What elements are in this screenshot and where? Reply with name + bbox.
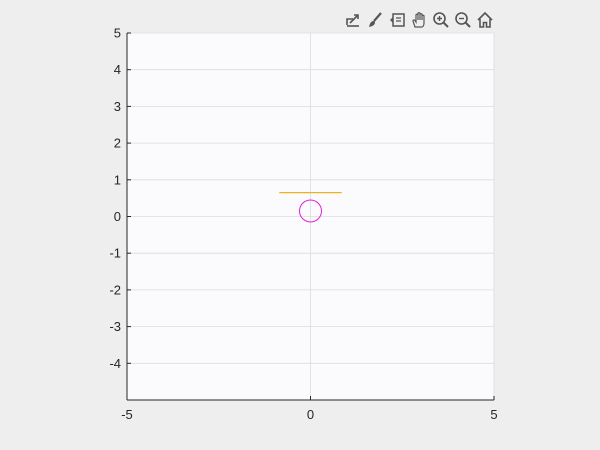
pan-icon	[412, 12, 425, 28]
data-tips-icon	[390, 13, 405, 27]
y-tick-label: 2	[114, 136, 121, 151]
y-tick-label: 3	[114, 99, 121, 114]
y-tick-label: -4	[109, 356, 121, 371]
brush-icon	[369, 12, 382, 27]
x-tick-label: -5	[121, 407, 133, 422]
y-tick-label: 5	[114, 26, 121, 41]
export-icon	[346, 14, 359, 27]
home-button[interactable]	[476, 10, 494, 30]
data-tips-button[interactable]	[388, 10, 406, 30]
y-tick-label: 1	[114, 172, 121, 187]
brush-button[interactable]	[366, 10, 384, 30]
pan-button[interactable]	[410, 10, 428, 30]
zoom-out-icon	[455, 12, 471, 28]
x-tick-label: 0	[307, 407, 314, 422]
export-button[interactable]	[344, 10, 362, 30]
y-tick-label: -2	[109, 282, 121, 297]
y-tick-label: 4	[114, 62, 121, 77]
zoom-in-button[interactable]	[432, 10, 450, 30]
zoom-out-button[interactable]	[454, 10, 472, 30]
zoom-in-icon	[433, 12, 449, 28]
y-tick-label: -3	[109, 319, 121, 334]
y-tick-label: -1	[109, 246, 121, 261]
home-icon	[477, 11, 493, 28]
y-tick-label: 0	[114, 209, 121, 224]
axes-toolbar	[344, 10, 494, 30]
series-circle	[298, 199, 323, 223]
x-tick-label: 5	[490, 407, 497, 422]
